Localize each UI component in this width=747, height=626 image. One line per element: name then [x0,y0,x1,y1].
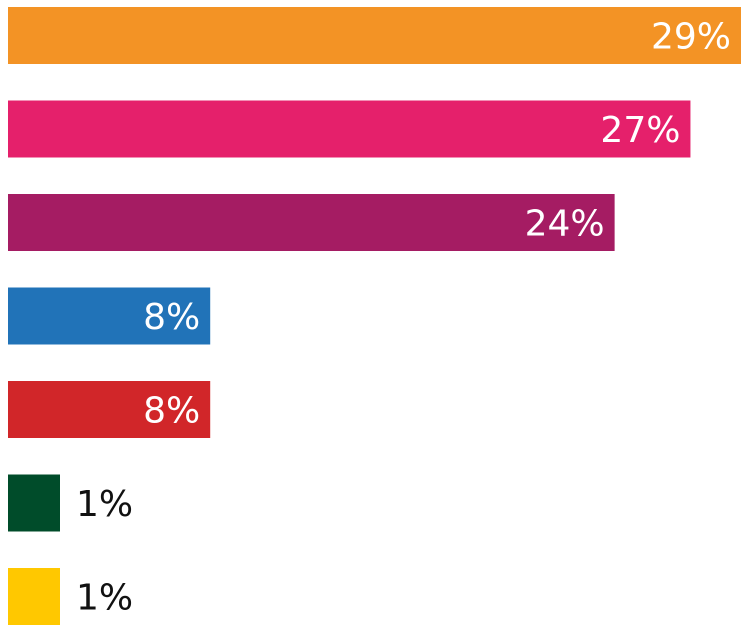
bar-label-1: 27% [600,110,680,151]
bar-1 [8,100,691,158]
bar-5 [8,474,60,532]
bar-3 [8,287,211,345]
bar-label-5: 1% [76,484,133,525]
bar-label-0: 29% [651,17,731,58]
bar-label-3: 8% [143,297,200,338]
bar-label-4: 8% [143,391,200,432]
bar-label-6: 1% [76,578,133,619]
bar-2 [8,194,615,251]
bar-0 [8,7,741,64]
bar-6 [8,568,60,625]
bar-label-2: 24% [525,204,605,245]
bar-4 [8,381,211,438]
